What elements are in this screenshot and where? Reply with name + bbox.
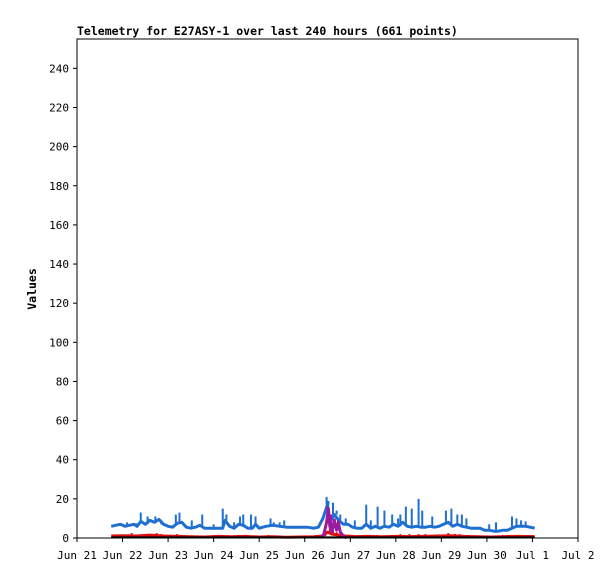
y-tick-label: 180 (49, 180, 69, 193)
y-tick-label: 140 (49, 258, 69, 271)
y-axis-label: Values (25, 268, 39, 310)
x-tick-label: Jul 1 (516, 549, 549, 562)
y-tick-label: 200 (49, 141, 69, 154)
x-tick-label: Jun 21 (57, 549, 97, 562)
series-purple (319, 506, 348, 540)
x-tick-label: Jun 23 (148, 549, 188, 562)
y-tick-label: 40 (56, 454, 69, 467)
x-tick-label: Jun 25 (239, 549, 279, 562)
x-tick-label: Jun 29 (421, 549, 461, 562)
x-tick-label: Jun 26 (285, 549, 325, 562)
series-blue (110, 496, 536, 533)
y-tick-label: 80 (56, 375, 69, 388)
x-tick-label: Jul 2 (561, 549, 594, 562)
x-tick-label: Jun 24 (194, 549, 234, 562)
chart-title: Telemetry for E27ASY-1 over last 240 hou… (77, 24, 458, 38)
y-tick-label: 160 (49, 219, 69, 232)
y-tick-label: 100 (49, 336, 69, 349)
x-tick-label: Jun 27 (330, 549, 370, 562)
x-tick-label: Jun 22 (103, 549, 143, 562)
x-tick-label: Jun 30 (467, 549, 507, 562)
plot-frame (76, 38, 579, 539)
y-tick-label: 20 (56, 493, 69, 506)
y-axis: 0 20 40 60 80 100 120 140 160 180 200 220 240 (49, 62, 77, 545)
y-tick-label: 240 (49, 62, 69, 75)
y-tick-label: 0 (62, 532, 69, 545)
y-tick-label: 60 (56, 415, 69, 428)
y-tick-label: 220 (49, 101, 69, 114)
x-tick-label: Jun 28 (376, 549, 416, 562)
series-blue-line (110, 503, 536, 533)
y-tick-label: 120 (49, 297, 69, 310)
series-purple-line (319, 507, 348, 540)
x-axis: Jun 21 Jun 22 Jun 23 Jun 24 Jun 25 Jun 26 Jun … (57, 538, 595, 562)
series-layer (110, 496, 536, 540)
